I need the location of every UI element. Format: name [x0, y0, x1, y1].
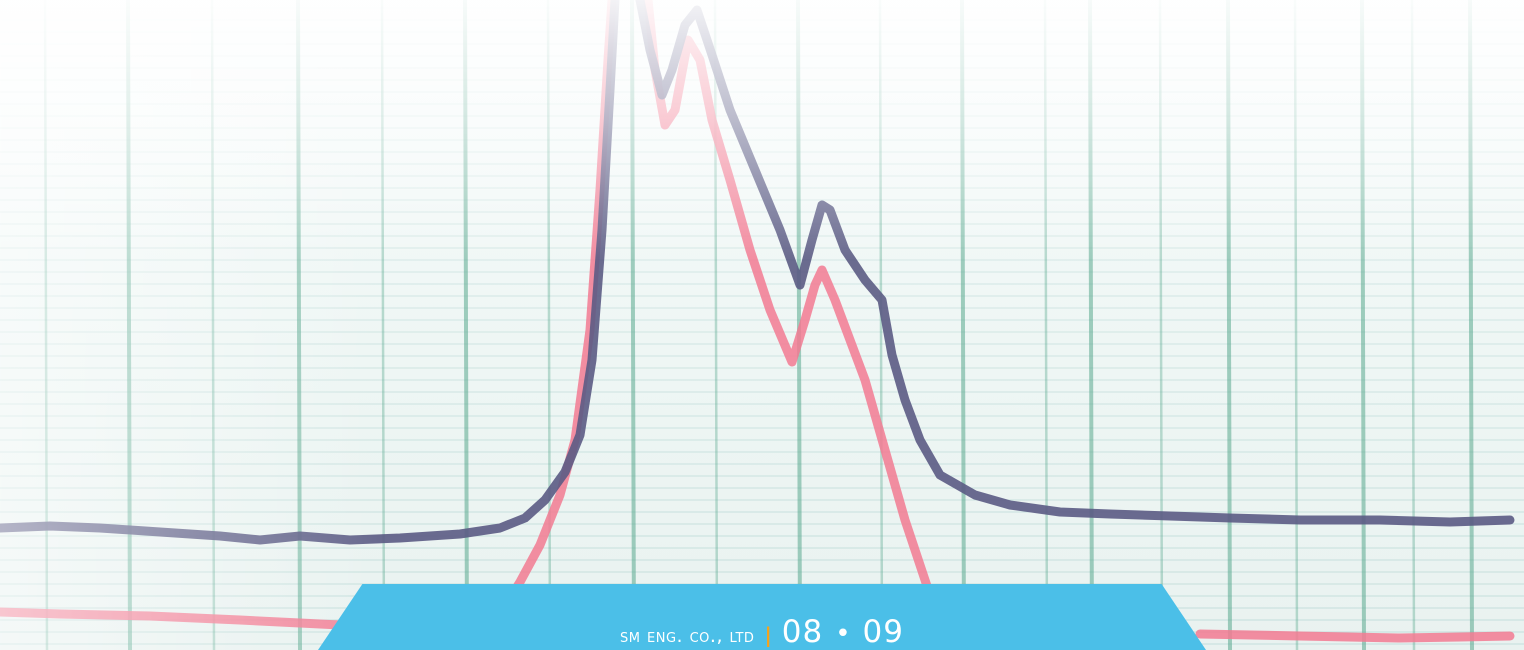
grid-line-vertical: [878, 0, 884, 650]
page-number-left: 08: [781, 614, 824, 650]
grid-line-vertical: [1158, 0, 1164, 650]
grid-line-vertical: [210, 0, 216, 650]
page-number-right: 09: [862, 614, 904, 650]
grid-line-vertical: [463, 0, 469, 650]
grid-line-vertical: [1293, 0, 1299, 650]
grid-line-vertical: [126, 0, 132, 650]
grid-line-vertical: [1468, 0, 1474, 650]
grid-line-vertical: [1226, 0, 1232, 650]
grid-line-vertical: [630, 0, 636, 650]
grid-line-vertical: [1360, 0, 1366, 650]
grid-line-vertical: [713, 0, 719, 650]
grid-line-vertical: [1410, 0, 1416, 650]
grid-line-vertical: [380, 0, 386, 650]
footer-banner: SM ENG. CO., LTD | 08 • 09: [318, 584, 1206, 650]
footer-separator: |: [764, 623, 772, 647]
grid-line-vertical: [1043, 0, 1049, 650]
grid-line-vertical: [546, 0, 552, 650]
company-name: SM ENG. CO., LTD: [620, 625, 755, 647]
grid-line-vertical: [43, 0, 49, 650]
page-dot: •: [835, 619, 851, 649]
grid-line-vertical: [296, 0, 302, 650]
grid-line-vertical: [960, 0, 966, 650]
footer-text: SM ENG. CO., LTD | 08 • 09: [620, 617, 904, 648]
vertical-grid-lines: [43, 0, 1474, 650]
grid-line-vertical: [1088, 0, 1094, 650]
